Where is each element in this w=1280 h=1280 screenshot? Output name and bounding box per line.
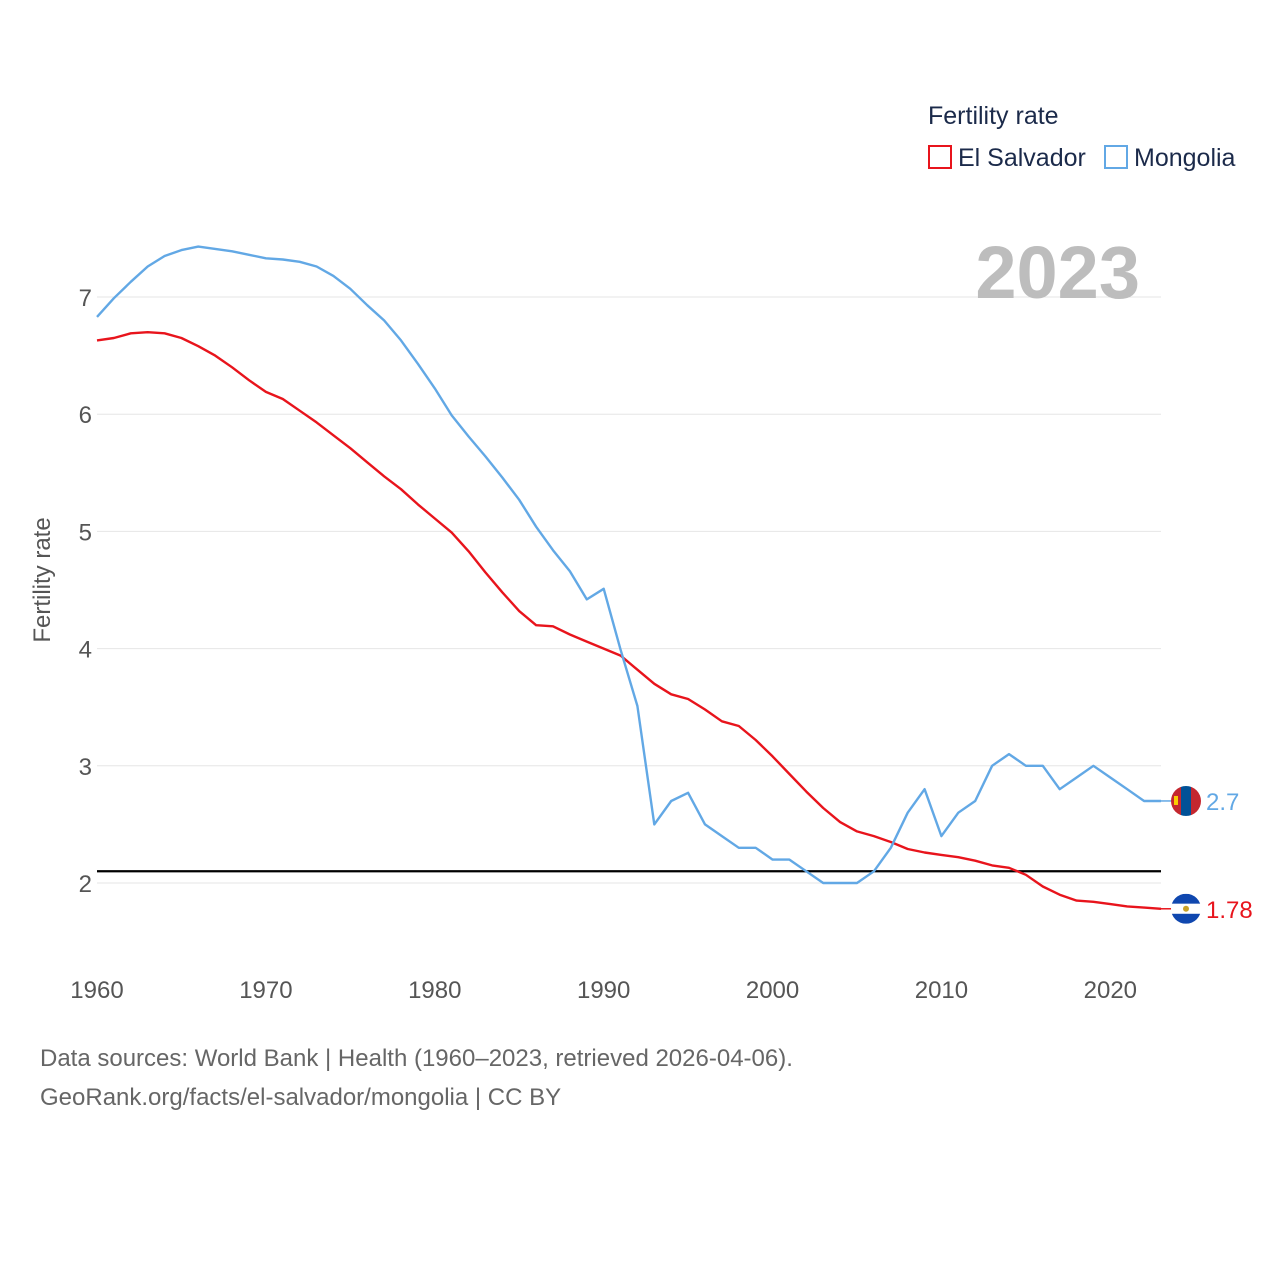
- y-tick-label-7: 7: [79, 285, 92, 312]
- year-label: 2023: [975, 231, 1140, 314]
- flag-soyombo: [1174, 795, 1178, 805]
- footer-link[interactable]: GeoRank.org/facts/el-salvador/mongolia |…: [40, 1084, 562, 1111]
- y-axis-ticks: 2 3 4 5 6 7: [79, 285, 92, 898]
- flag-stripe-right: [1191, 785, 1201, 816]
- x-tick-label-1990: 1990: [577, 977, 630, 1004]
- x-axis-ticks: 1960 1970 1980 1990 2000 2010 2020: [70, 977, 1137, 1004]
- mongolia-flag-icon: [1171, 785, 1201, 816]
- y-tick-label-6: 6: [79, 402, 92, 429]
- x-tick-label-1970: 1970: [239, 977, 292, 1004]
- gridlines: [97, 296, 1161, 884]
- y-tick-label-4: 4: [79, 637, 92, 664]
- legend-swatch-el-salvador[interactable]: [928, 145, 952, 169]
- y-tick-label-2: 2: [79, 871, 92, 898]
- flag-emblem: [1183, 905, 1189, 912]
- footer-source: Data sources: World Bank | Health (1960–…: [40, 1045, 793, 1072]
- end-markers: 1.78 2.7: [1161, 785, 1253, 924]
- x-tick-label-2020: 2020: [1084, 977, 1137, 1004]
- flag-stripe-middle: [1181, 785, 1191, 816]
- legend-label-mongolia[interactable]: Mongolia: [1134, 144, 1236, 172]
- x-tick-label-1960: 1960: [70, 977, 123, 1004]
- series-line-mongolia: [96, 245, 1161, 885]
- legend-swatch-mongolia[interactable]: [1104, 145, 1128, 169]
- legend-label-el-salvador[interactable]: El Salvador: [958, 144, 1086, 172]
- end-value-label-el-salvador: 1.78: [1206, 897, 1253, 924]
- flag-stripe-top: [1171, 893, 1201, 904]
- x-tick-label-2000: 2000: [746, 977, 799, 1004]
- legend: Fertility rate El Salvador Mongolia: [928, 102, 1236, 172]
- flag-stripe-bottom: [1171, 913, 1201, 924]
- el-salvador-flag-icon: [1171, 893, 1201, 924]
- y-tick-label-3: 3: [79, 754, 92, 781]
- x-tick-label-2010: 2010: [915, 977, 968, 1004]
- x-tick-label-1980: 1980: [408, 977, 461, 1004]
- y-axis-label: Fertility rate: [29, 517, 56, 642]
- flag-body-el-salvador: [1171, 893, 1201, 924]
- end-value-label-mongolia: 2.7: [1206, 789, 1239, 816]
- legend-title: Fertility rate: [928, 102, 1059, 130]
- series-lines: [96, 245, 1162, 910]
- y-tick-label-5: 5: [79, 519, 92, 546]
- flag-body-mongolia: [1171, 785, 1201, 816]
- series-line-el-salvador: [96, 331, 1162, 910]
